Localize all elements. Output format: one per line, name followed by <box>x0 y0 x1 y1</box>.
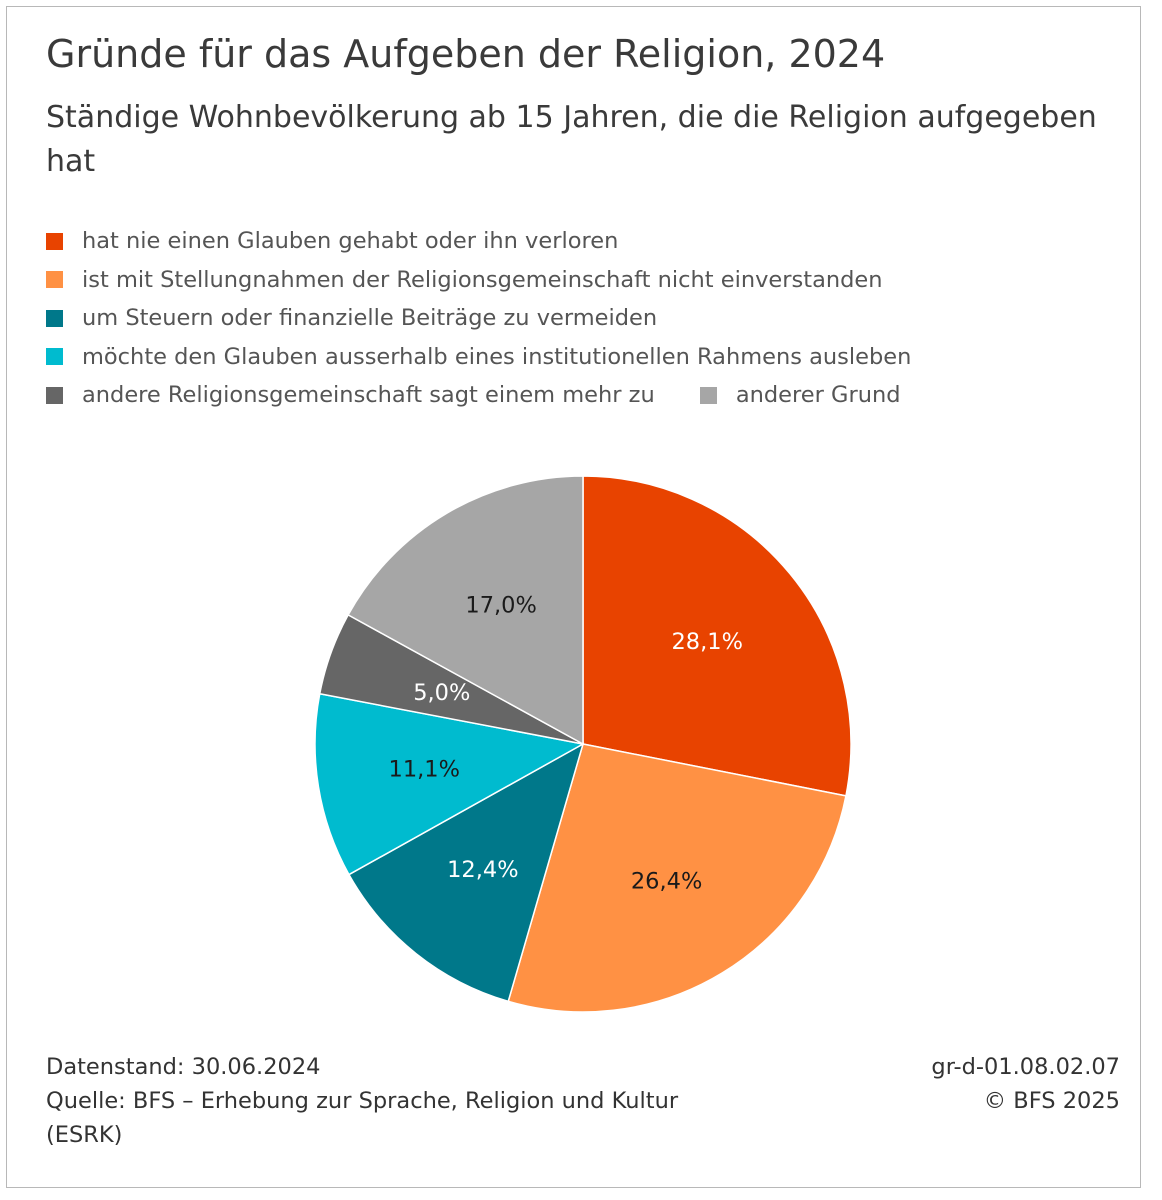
legend-label: anderer Grund <box>735 382 901 409</box>
pie-slice <box>507 743 847 1013</box>
pie-chart: 28,1% 26,4% 12,4% 11,1% 5,0% 17,0% <box>314 475 852 1013</box>
slice-value-label: 12,4% <box>447 857 518 883</box>
legend-label: ist mit Stellungnahmen der Religionsgeme… <box>82 266 883 293</box>
pie-slice <box>582 475 852 797</box>
legend-item: anderer Grund <box>699 376 901 415</box>
legend-item: möchte den Glauben ausserhalb eines inst… <box>46 338 1086 377</box>
legend-label: hat nie einen Glauben gehabt oder ihn ve… <box>82 228 619 255</box>
legend-swatch <box>699 386 717 404</box>
legend-swatch <box>46 309 63 327</box>
pie-slice <box>347 742 585 1003</box>
pie-slice <box>314 692 586 876</box>
legend-item: andere Religionsgemeinschaft sagt einem … <box>46 376 655 415</box>
pie-slice <box>347 475 584 746</box>
footer-left: Datenstand: 30.06.2024 Quelle: BFS – Erh… <box>46 1050 806 1152</box>
legend-label: andere Religionsgemeinschaft sagt einem … <box>82 382 655 409</box>
chart-code: gr-d-01.08.02.07 <box>931 1054 1120 1080</box>
legend-swatch <box>46 232 63 250</box>
legend-swatch <box>46 348 63 366</box>
slice-value-label: 17,0% <box>465 593 536 619</box>
legend-label: möchte den Glauben ausserhalb eines inst… <box>82 343 912 370</box>
legend-swatch <box>46 271 63 289</box>
slice-value-label: 5,0% <box>413 680 470 706</box>
slice-value-label: 11,1% <box>389 757 460 783</box>
footer-right: gr-d-01.08.02.07 © BFS 2025 <box>800 1050 1120 1118</box>
legend-label: um Steuern oder finanzielle Beiträge zu … <box>82 305 658 332</box>
legend-item: hat nie einen Glauben gehabt oder ihn ve… <box>46 222 1086 261</box>
slice-value-label: 28,1% <box>671 629 742 655</box>
source: Quelle: BFS – Erhebung zur Sprache, Reli… <box>46 1088 679 1148</box>
data-date: Datenstand: 30.06.2024 <box>46 1054 321 1080</box>
legend: hat nie einen Glauben gehabt oder ihn ve… <box>46 222 1126 415</box>
legend-item: um Steuern oder finanzielle Beiträge zu … <box>46 299 1086 338</box>
copyright: © BFS 2025 <box>983 1088 1120 1114</box>
slice-value-label: 26,4% <box>631 868 702 894</box>
chart-frame <box>6 6 1141 1188</box>
chart-title: Gründe für das Aufgeben der Religion, 20… <box>46 32 886 76</box>
chart-subtitle: Ständige Wohnbevölkerung ab 15 Jahren, d… <box>46 100 1097 179</box>
legend-swatch <box>46 386 63 404</box>
legend-item: ist mit Stellungnahmen der Religionsgeme… <box>46 261 1086 300</box>
